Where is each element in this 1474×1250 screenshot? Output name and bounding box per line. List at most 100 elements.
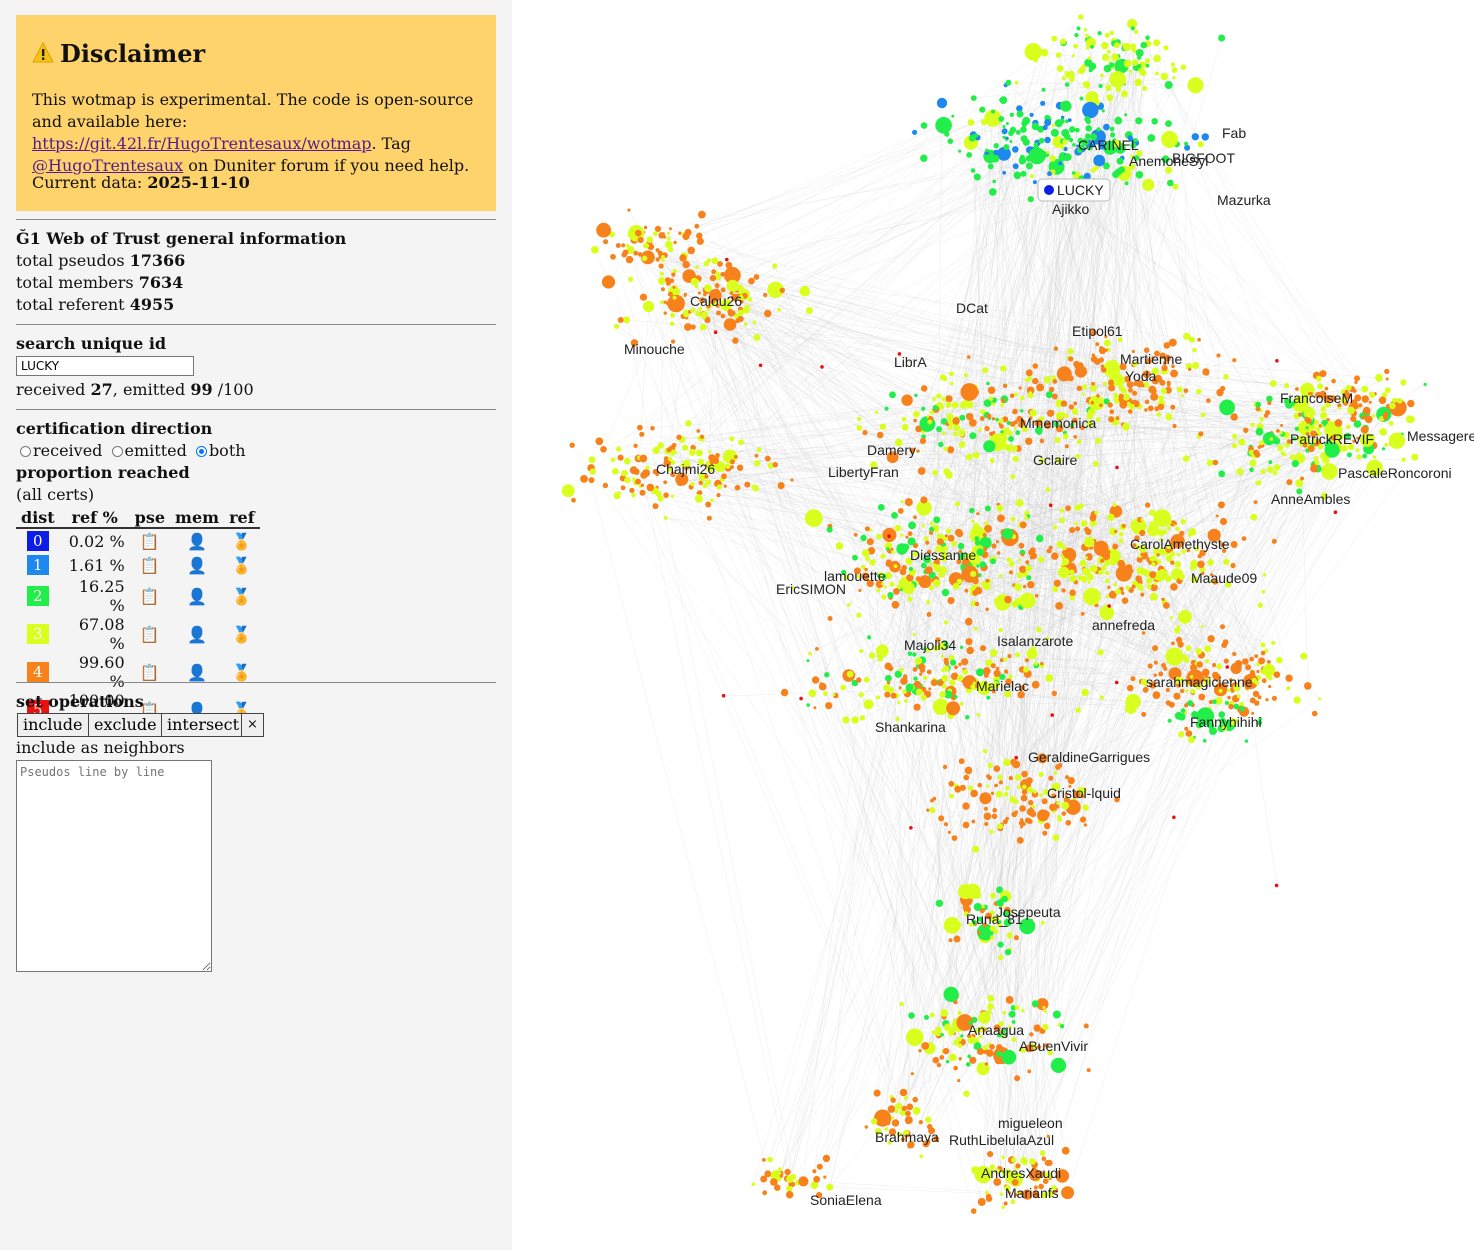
graph-node[interactable] xyxy=(943,536,949,542)
node-label[interactable]: Gclaire xyxy=(1033,452,1078,468)
graph-node[interactable] xyxy=(1289,454,1296,460)
graph-node[interactable] xyxy=(964,766,973,775)
graph-node[interactable] xyxy=(1067,777,1075,785)
graph-node[interactable] xyxy=(1321,492,1328,500)
graph-node[interactable] xyxy=(991,417,996,421)
graph-node[interactable] xyxy=(1085,37,1097,48)
graph-node[interactable] xyxy=(736,464,744,471)
graph-node[interactable] xyxy=(1109,30,1114,36)
graph-node[interactable] xyxy=(1193,682,1197,686)
graph-node[interactable] xyxy=(762,1158,766,1162)
graph-node[interactable] xyxy=(1128,69,1133,73)
graph-node[interactable] xyxy=(1286,686,1291,691)
graph-node[interactable] xyxy=(890,692,897,699)
graph-node[interactable] xyxy=(1267,660,1271,664)
graph-node[interactable] xyxy=(1170,616,1174,620)
graph-node[interactable] xyxy=(893,588,900,595)
graph-node[interactable] xyxy=(1073,435,1078,439)
graph-node[interactable] xyxy=(753,274,760,280)
graph-node[interactable] xyxy=(1005,786,1010,791)
graph-node[interactable] xyxy=(1120,591,1125,595)
graph-node[interactable] xyxy=(999,658,1004,663)
graph-node[interactable] xyxy=(996,1044,1003,1051)
graph-node[interactable] xyxy=(950,672,959,680)
graph-node[interactable] xyxy=(974,1038,980,1044)
graph-node[interactable] xyxy=(1090,129,1106,145)
graph-node[interactable] xyxy=(1200,412,1206,418)
graph-node[interactable] xyxy=(986,413,992,419)
graph-node[interactable] xyxy=(982,667,991,675)
graph-node[interactable] xyxy=(1305,683,1311,689)
graph-node[interactable] xyxy=(1256,669,1260,674)
graph-node[interactable] xyxy=(1083,28,1088,32)
graph-node[interactable] xyxy=(1001,1155,1005,1160)
graph-node[interactable] xyxy=(1178,610,1192,624)
graph-node[interactable] xyxy=(1058,154,1066,162)
graph-node[interactable] xyxy=(938,815,945,822)
graph-node[interactable] xyxy=(868,652,876,659)
graph-node[interactable] xyxy=(1300,476,1304,481)
graph-node[interactable] xyxy=(1310,430,1317,438)
graph-node[interactable] xyxy=(927,1123,933,1130)
graph-node[interactable] xyxy=(1043,1009,1047,1014)
graph-node[interactable] xyxy=(635,478,641,485)
graph-node[interactable] xyxy=(974,540,981,546)
graph-node[interactable] xyxy=(1115,87,1121,93)
graph-node[interactable] xyxy=(1103,64,1112,73)
graph-node[interactable] xyxy=(1263,573,1267,577)
graph-node[interactable] xyxy=(602,482,609,489)
graph-node[interactable] xyxy=(938,441,944,448)
graph-node[interactable] xyxy=(983,812,992,821)
graph-node[interactable] xyxy=(695,265,699,269)
graph-node[interactable] xyxy=(1083,172,1091,180)
graph-node[interactable] xyxy=(867,635,872,640)
graph-node[interactable] xyxy=(859,649,864,653)
graph-node[interactable] xyxy=(650,426,655,431)
graph-node[interactable] xyxy=(1145,502,1151,508)
graph-node[interactable] xyxy=(984,425,990,432)
graph-node[interactable] xyxy=(1132,543,1137,548)
graph-node[interactable] xyxy=(571,497,576,503)
ref-icon[interactable]: 🏅 xyxy=(231,531,252,551)
graph-node[interactable] xyxy=(1100,558,1105,563)
graph-node[interactable] xyxy=(970,1208,977,1214)
graph-node[interactable] xyxy=(947,597,955,605)
graph-node[interactable] xyxy=(1316,431,1322,437)
graph-node[interactable] xyxy=(1103,398,1110,405)
graph-node[interactable] xyxy=(1045,674,1054,683)
graph-node[interactable] xyxy=(1029,547,1036,554)
graph-node[interactable] xyxy=(1277,444,1284,452)
graph-node[interactable] xyxy=(596,222,611,238)
graph-node[interactable] xyxy=(864,1125,868,1129)
graph-node[interactable] xyxy=(891,1119,900,1127)
graph-node[interactable] xyxy=(937,680,944,687)
repo-link[interactable]: https://git.42l.fr/HugoTrentesaux/wotmap xyxy=(32,134,372,153)
graph-node[interactable] xyxy=(946,701,961,716)
graph-node[interactable] xyxy=(1076,144,1080,148)
graph-node[interactable] xyxy=(1254,654,1259,658)
graph-node[interactable] xyxy=(1067,552,1076,561)
graph-node[interactable] xyxy=(903,1129,910,1136)
graph-node[interactable] xyxy=(1224,701,1229,705)
graph-node[interactable] xyxy=(979,792,992,805)
graph-node[interactable] xyxy=(1204,645,1212,653)
graph-node[interactable] xyxy=(957,1079,961,1083)
mem-icon[interactable]: 👤 xyxy=(187,586,208,606)
graph-node[interactable] xyxy=(1052,1010,1061,1019)
graph-node[interactable] xyxy=(869,528,873,532)
graph-node[interactable] xyxy=(1273,437,1281,445)
graph-node[interactable] xyxy=(1175,526,1180,532)
graph-node[interactable] xyxy=(846,603,851,607)
graph-node[interactable] xyxy=(1204,371,1210,376)
graph-node[interactable] xyxy=(682,260,690,269)
graph-node[interactable] xyxy=(1258,657,1266,665)
graph-node[interactable] xyxy=(1368,400,1372,404)
graph-node[interactable] xyxy=(1262,663,1276,677)
graph-node[interactable] xyxy=(891,550,895,554)
graph-node[interactable] xyxy=(1233,703,1240,710)
graph-node[interactable] xyxy=(1273,671,1281,678)
node-label[interactable]: Cristol-lquid xyxy=(1047,785,1121,801)
graph-node[interactable] xyxy=(1069,575,1077,583)
graph-node[interactable] xyxy=(1319,412,1328,420)
graph-node[interactable] xyxy=(1124,113,1128,117)
